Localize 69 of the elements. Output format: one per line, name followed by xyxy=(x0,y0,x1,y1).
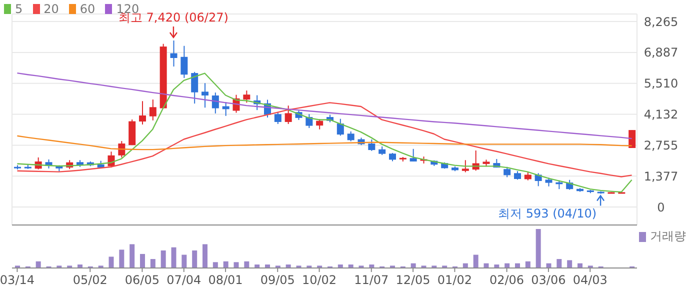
candlestick xyxy=(128,119,136,146)
y-tick-label: 8,265 xyxy=(644,14,678,29)
annotation: 최저 593 (04/10) xyxy=(498,206,597,221)
candlestick xyxy=(347,130,354,142)
line-series xyxy=(16,72,632,193)
bar xyxy=(536,229,541,268)
bar xyxy=(140,254,145,268)
candlestick xyxy=(243,90,250,104)
x-tick-label: 03/06 xyxy=(531,273,566,287)
candlestick xyxy=(410,148,417,162)
candlestick xyxy=(284,105,292,124)
x-tick-label: 11/07 xyxy=(354,273,389,287)
bar xyxy=(212,262,218,268)
bar xyxy=(473,254,478,268)
bar xyxy=(171,247,176,268)
line-series xyxy=(16,102,632,178)
bar xyxy=(160,250,166,268)
x-tick-label: 12/05 xyxy=(396,273,430,287)
candlestick xyxy=(306,114,313,129)
x-tick-label: 03/14 xyxy=(0,273,35,287)
candlestick xyxy=(149,99,156,121)
legend-label: 20 xyxy=(44,2,59,16)
candlestick xyxy=(274,112,282,124)
y-tick-label: 5,510 xyxy=(644,76,678,91)
y-tick-label: 0 xyxy=(657,200,665,214)
bar xyxy=(108,256,114,268)
bar xyxy=(182,254,187,268)
legend-label: 60 xyxy=(80,2,96,16)
candlestick xyxy=(180,45,188,78)
x-tick-label: 02/06 xyxy=(489,273,524,287)
candlestick xyxy=(336,118,344,136)
x-tick-label: 09/05 xyxy=(260,273,295,287)
bar xyxy=(234,262,239,268)
candlestick xyxy=(202,82,208,108)
candlestick xyxy=(316,118,324,130)
x-tick-label: 05/02 xyxy=(72,273,108,287)
y-tick-label: 6,887 xyxy=(644,46,678,60)
bar xyxy=(525,261,530,268)
x-tick-label: 04/03 xyxy=(572,273,608,287)
bar xyxy=(244,261,250,268)
candlestick xyxy=(368,138,376,152)
x-tick-label: 10/02 xyxy=(302,273,337,287)
candlestick xyxy=(170,40,178,68)
candlestick xyxy=(118,140,126,158)
bar xyxy=(567,260,572,268)
y-tick-label: 2,755 xyxy=(644,138,678,152)
legend-label: 거래량 xyxy=(650,228,686,245)
candlestick xyxy=(191,71,198,104)
x-tick-label: 06/05 xyxy=(124,273,160,287)
line-series xyxy=(16,72,632,140)
candlestick xyxy=(504,166,511,178)
bar xyxy=(150,259,156,268)
legend-label: 5 xyxy=(15,2,23,16)
candlestick xyxy=(139,100,146,125)
bar xyxy=(192,250,198,268)
x-tick-label: 07/04 xyxy=(166,273,202,287)
candlestick xyxy=(628,130,636,149)
bar xyxy=(36,261,41,268)
x-tick-label: 08/01 xyxy=(208,273,243,287)
y-tick-label: 4,132 xyxy=(644,108,678,122)
candlestick xyxy=(462,160,469,173)
y-tick-label: 1,377 xyxy=(644,169,678,184)
candlestick xyxy=(212,92,219,114)
bar xyxy=(202,244,208,268)
bar xyxy=(223,261,228,268)
x-tick-label: 01/02 xyxy=(437,273,472,287)
bar xyxy=(556,259,562,268)
bar xyxy=(119,250,124,268)
bar xyxy=(130,244,135,268)
